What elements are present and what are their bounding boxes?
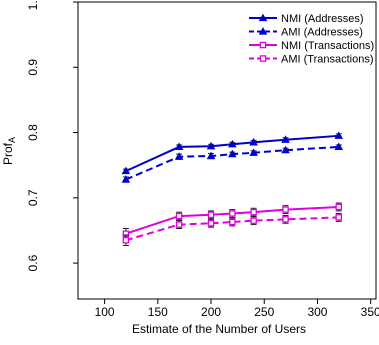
legend-label: AMI (Transactions) <box>281 54 374 66</box>
data-point <box>334 142 344 151</box>
data-point <box>281 135 290 143</box>
data-point <box>207 220 215 227</box>
x-axis-label: Estimate of the Number of Users <box>132 322 306 336</box>
data-point <box>335 214 342 221</box>
y-tick-label: 0.7 <box>26 189 40 206</box>
legend-marker <box>259 41 267 49</box>
x-tick-label: 100 <box>95 305 115 319</box>
y-tick-label: 0.9 <box>26 59 40 76</box>
legend-label: AMI (Addresses) <box>281 27 363 39</box>
y-tick-label: 0.6 <box>26 254 40 271</box>
series-2 <box>121 142 344 183</box>
data-point <box>250 217 257 224</box>
data-point <box>122 237 130 244</box>
data-point <box>207 211 215 219</box>
series-layer <box>121 131 344 246</box>
data-point <box>121 175 131 183</box>
x-axis: 100 150 200 250 300 350 <box>95 299 379 319</box>
data-point <box>335 203 342 211</box>
legend: NMI (Addresses) AMI (Addresses)NMI (Trans… <box>249 13 374 66</box>
legend-label: NMI (Transactions) <box>281 40 374 52</box>
data-point <box>175 212 183 220</box>
x-tick-label: 150 <box>148 305 168 319</box>
y-tick-label: 1.0 <box>26 0 40 10</box>
x-tick-label: 250 <box>254 305 274 319</box>
legend-marker <box>259 55 267 62</box>
series-4 <box>122 212 342 246</box>
data-point <box>228 139 237 148</box>
data-point <box>282 206 289 213</box>
series-1 <box>121 131 344 175</box>
data-point <box>282 216 289 223</box>
data-point <box>229 218 236 226</box>
data-point <box>175 221 183 228</box>
series-3 <box>122 202 342 240</box>
x-tick-label: 350 <box>361 305 379 319</box>
y-axis-label-main: Prof <box>1 142 15 165</box>
x-tick-label: 200 <box>201 305 221 319</box>
x-tick-label: 300 <box>307 305 327 319</box>
data-point <box>174 142 184 151</box>
data-point <box>206 151 216 160</box>
legend-marker <box>258 13 268 22</box>
data-point <box>229 210 236 217</box>
legend-label: NMI (Addresses) <box>281 13 364 25</box>
y-tick-label: 0.8 <box>26 124 40 141</box>
data-point <box>206 141 216 150</box>
y-axis: 0.6 0.7 0.8 0.9 1.0 <box>26 0 78 271</box>
data-point <box>174 152 184 160</box>
data-point <box>121 166 131 175</box>
data-point <box>249 137 258 146</box>
data-point <box>281 145 290 154</box>
data-point <box>249 148 258 156</box>
data-point <box>334 131 344 139</box>
legend-marker <box>258 27 268 35</box>
y-axis-label-subscript: A <box>7 137 17 143</box>
data-point <box>250 208 257 216</box>
plot-frame <box>77 1 377 300</box>
data-point <box>228 149 237 158</box>
y-axis-label: ProfA <box>1 137 17 165</box>
